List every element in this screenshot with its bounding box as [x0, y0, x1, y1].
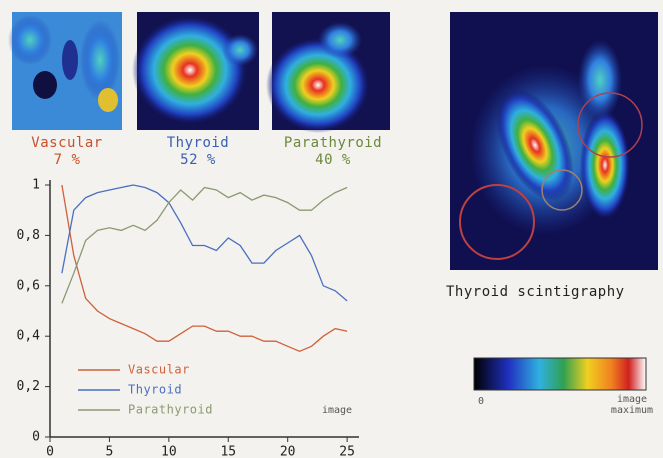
x-tick-label: 10	[161, 445, 177, 458]
scintigraphy-image	[450, 12, 658, 270]
y-tick-label: 0,8	[17, 228, 40, 243]
panel-label: Parathyroid	[284, 135, 382, 151]
colorbar-max: image	[617, 394, 647, 405]
screen: Vascular 7 % Thyroid 52 % Parathyroid 40…	[0, 0, 663, 458]
x-tick-label: 5	[106, 445, 114, 458]
panel-percent: 52 %	[180, 152, 216, 168]
legend-label: Thyroid	[128, 383, 182, 397]
x-axis-label: image	[322, 405, 352, 416]
legend-label: Vascular	[128, 363, 190, 377]
y-tick-label: 0,2	[17, 379, 40, 394]
colorbar	[474, 358, 646, 390]
panel-label: Thyroid	[167, 135, 230, 151]
page: Vascular 7 % Thyroid 52 % Parathyroid 40…	[0, 0, 663, 458]
panel-label: Vascular	[31, 135, 102, 151]
y-tick-label: 0,6	[17, 278, 40, 293]
series-line	[62, 185, 347, 301]
x-tick-label: 15	[220, 445, 236, 458]
caption: Thyroid scintigraphy	[446, 284, 625, 300]
parathyroid-image	[266, 12, 390, 133]
x-tick-label: 20	[280, 445, 296, 458]
colorbar-min: 0	[478, 396, 484, 407]
vascular-image	[8, 12, 122, 130]
panel-percent: 7 %	[54, 152, 81, 168]
y-tick-label: 0,4	[17, 329, 41, 344]
x-tick-label: 0	[46, 445, 54, 458]
x-tick-label: 25	[339, 445, 355, 458]
panel-percent: 40 %	[315, 152, 351, 168]
thyroid-image	[132, 12, 259, 130]
y-tick-label: 0	[32, 430, 40, 445]
legend-label: Parathyroid	[128, 403, 213, 417]
colorbar-max: maximum	[611, 405, 653, 416]
y-tick-label: 1	[32, 178, 40, 193]
